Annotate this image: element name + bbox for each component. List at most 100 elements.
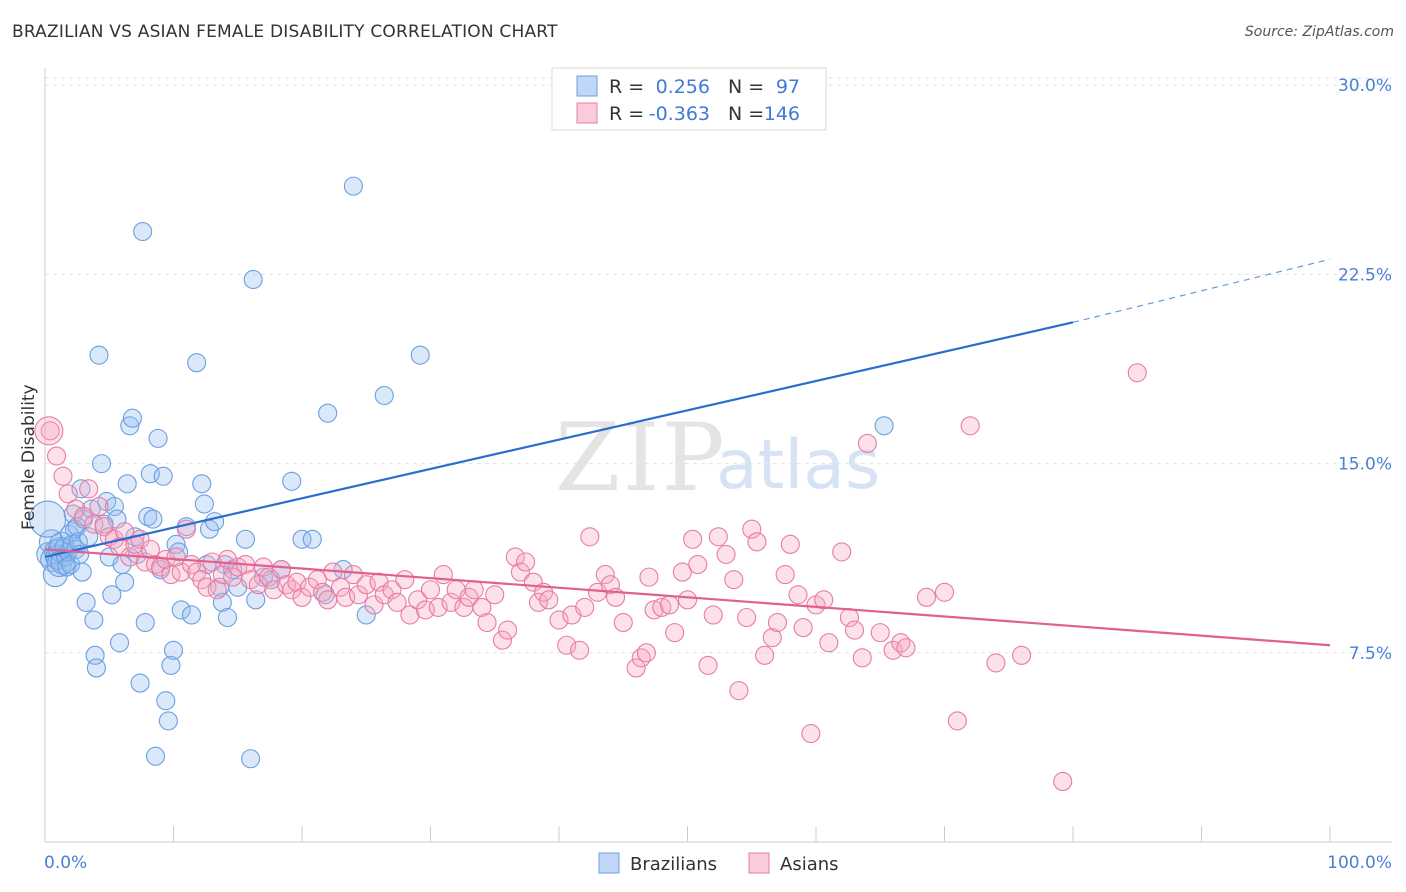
- asian-point: [767, 612, 788, 633]
- asian-point: [557, 635, 577, 655]
- asian-point: [729, 681, 749, 701]
- brazilian-trend-line: [44, 321, 1074, 559]
- asian-point: [510, 562, 531, 582]
- brazilian-point: [163, 640, 184, 660]
- asian-point: [788, 585, 808, 605]
- brazilian-point: [374, 385, 394, 406]
- asian-point: [66, 499, 86, 519]
- asian-point: [755, 645, 775, 665]
- asian-point: [94, 517, 114, 537]
- asian-point: [382, 580, 402, 600]
- asian-point: [485, 585, 505, 605]
- asian-point: [492, 630, 513, 650]
- chart-title: BRAZILIAN VS ASIAN FEMALE DISABILITY COR…: [12, 22, 558, 42]
- asian-point: [665, 623, 685, 643]
- legend-n-value-1: 97: [776, 76, 800, 98]
- legend-n-label-2: N =: [728, 103, 764, 125]
- legend-n-value-2: 146: [764, 103, 800, 125]
- asian-point: [960, 416, 980, 436]
- brazilian-point: [217, 607, 238, 628]
- asian-point: [708, 527, 728, 547]
- brazilian-point: [205, 512, 225, 532]
- bottom-legend-swatch-asians: [748, 852, 770, 874]
- brazilian-point: [86, 658, 106, 678]
- asian-point: [115, 522, 135, 542]
- brazilian-point: [115, 572, 135, 592]
- asian-point: [570, 640, 590, 660]
- brazilian-point: [192, 474, 212, 494]
- brazilian-point: [292, 529, 312, 549]
- asian-point: [819, 633, 839, 653]
- asian-point: [832, 542, 852, 562]
- bottom-legend-label-brazilians: Brazilians: [630, 854, 717, 875]
- brazilian-point: [104, 496, 124, 517]
- asian-point: [986, 653, 1006, 673]
- legend-r-label-1: R =: [609, 76, 644, 98]
- brazilian-point: [143, 509, 163, 529]
- asian-point: [631, 648, 651, 668]
- asian-point: [343, 565, 363, 585]
- brazilian-point: [243, 269, 263, 290]
- asian-point: [53, 466, 73, 486]
- x-tick-label: 0.0%: [44, 853, 87, 873]
- asian-point: [780, 534, 800, 554]
- asian-point: [688, 554, 708, 575]
- asian-point: [852, 648, 872, 668]
- asian-point: [140, 539, 160, 559]
- asian-point: [644, 600, 664, 620]
- brazilian-point: [194, 494, 214, 514]
- asian-point: [677, 590, 698, 610]
- asian-point: [896, 638, 916, 658]
- asian-point: [387, 592, 407, 612]
- bottom-legend-swatch-brazilians: [598, 852, 620, 874]
- asian-point: [171, 562, 191, 582]
- brazilian-point: [410, 345, 430, 365]
- brazilian-trend-extension: [1072, 258, 1331, 323]
- brazilian-point: [161, 655, 181, 675]
- brazilian-point: [120, 416, 140, 436]
- brazilian-point: [79, 527, 99, 547]
- asian-point: [762, 628, 782, 648]
- asian-point: [472, 597, 492, 617]
- asian-point: [947, 711, 967, 731]
- asian-point: [737, 607, 757, 628]
- asian-point: [747, 532, 767, 552]
- asian-point: [428, 597, 448, 617]
- asian-point: [698, 655, 718, 675]
- asian-point: [348, 585, 369, 605]
- asian-point: [636, 643, 656, 663]
- brazilian-point: [76, 592, 96, 612]
- asian-point: [844, 620, 865, 640]
- brazilian-point: [29, 500, 67, 538]
- top-legend: R = 0.256 N = 97 R = -0.363 N = 146: [551, 67, 827, 131]
- asian-point: [1012, 645, 1032, 665]
- asian-point: [793, 618, 813, 638]
- legend-swatch-brazilians: [576, 75, 598, 97]
- asian-point: [870, 623, 890, 643]
- brazilian-point: [356, 605, 376, 625]
- brazilian-point: [81, 499, 101, 519]
- legend-swatch-asians: [576, 102, 598, 124]
- asian-point: [703, 605, 723, 625]
- legend-r-value-2: -0.363: [649, 103, 710, 125]
- asian-point: [433, 565, 453, 585]
- asian-point: [672, 562, 692, 582]
- asian-point: [400, 605, 420, 625]
- brazilian-point: [102, 585, 122, 605]
- brazilian-point: [117, 474, 137, 494]
- bottom-legend: Brazilians Asians: [598, 852, 839, 875]
- asian-point: [934, 582, 955, 602]
- asian-point: [464, 580, 484, 600]
- asian-point: [89, 496, 109, 517]
- asian-point: [742, 519, 762, 539]
- asian-point: [683, 529, 703, 549]
- y-axis-label: Female Disability: [19, 384, 39, 530]
- y-tick-label: 15.0%: [1338, 455, 1392, 475]
- asian-point: [207, 580, 227, 600]
- bottom-legend-label-asians: Asians: [780, 854, 839, 875]
- brazilian-point: [84, 610, 104, 630]
- asian-trend-line: [44, 548, 1331, 647]
- brazilian-point: [223, 560, 243, 580]
- asian-point: [34, 416, 64, 446]
- brazilian-point: [235, 529, 256, 549]
